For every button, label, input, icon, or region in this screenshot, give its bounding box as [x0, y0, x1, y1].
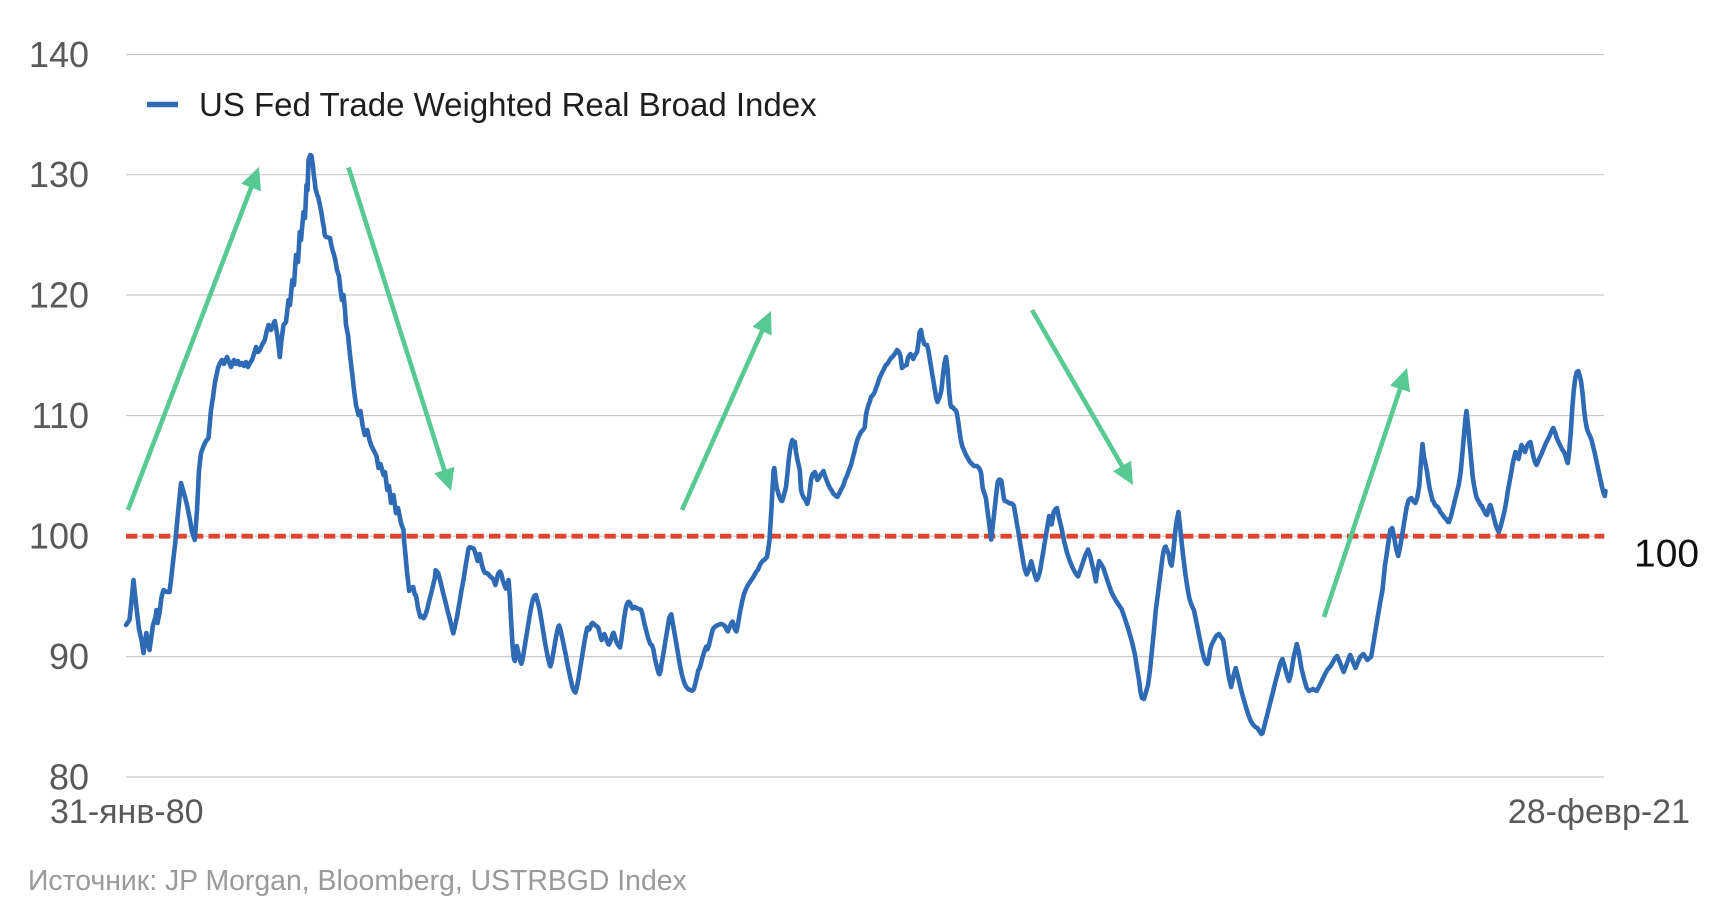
svg-text:31-янв-80: 31-янв-80 — [50, 793, 204, 831]
svg-text:100: 100 — [1634, 533, 1699, 576]
svg-text:130: 130 — [29, 154, 89, 195]
svg-text:80: 80 — [49, 757, 89, 798]
svg-text:110: 110 — [32, 395, 89, 436]
svg-text:120: 120 — [29, 275, 89, 316]
svg-text:100: 100 — [29, 516, 89, 557]
svg-text:US Fed Trade Weighted Real Bro: US Fed Trade Weighted Real Broad Index — [199, 86, 817, 123]
svg-text:90: 90 — [49, 636, 89, 677]
svg-text:140: 140 — [29, 34, 89, 75]
svg-text:28-февр-21: 28-февр-21 — [1508, 793, 1690, 831]
svg-text:Источник: JP Morgan, Bloomberg: Источник: JP Morgan, Bloomberg, USTRBGD … — [28, 865, 687, 897]
